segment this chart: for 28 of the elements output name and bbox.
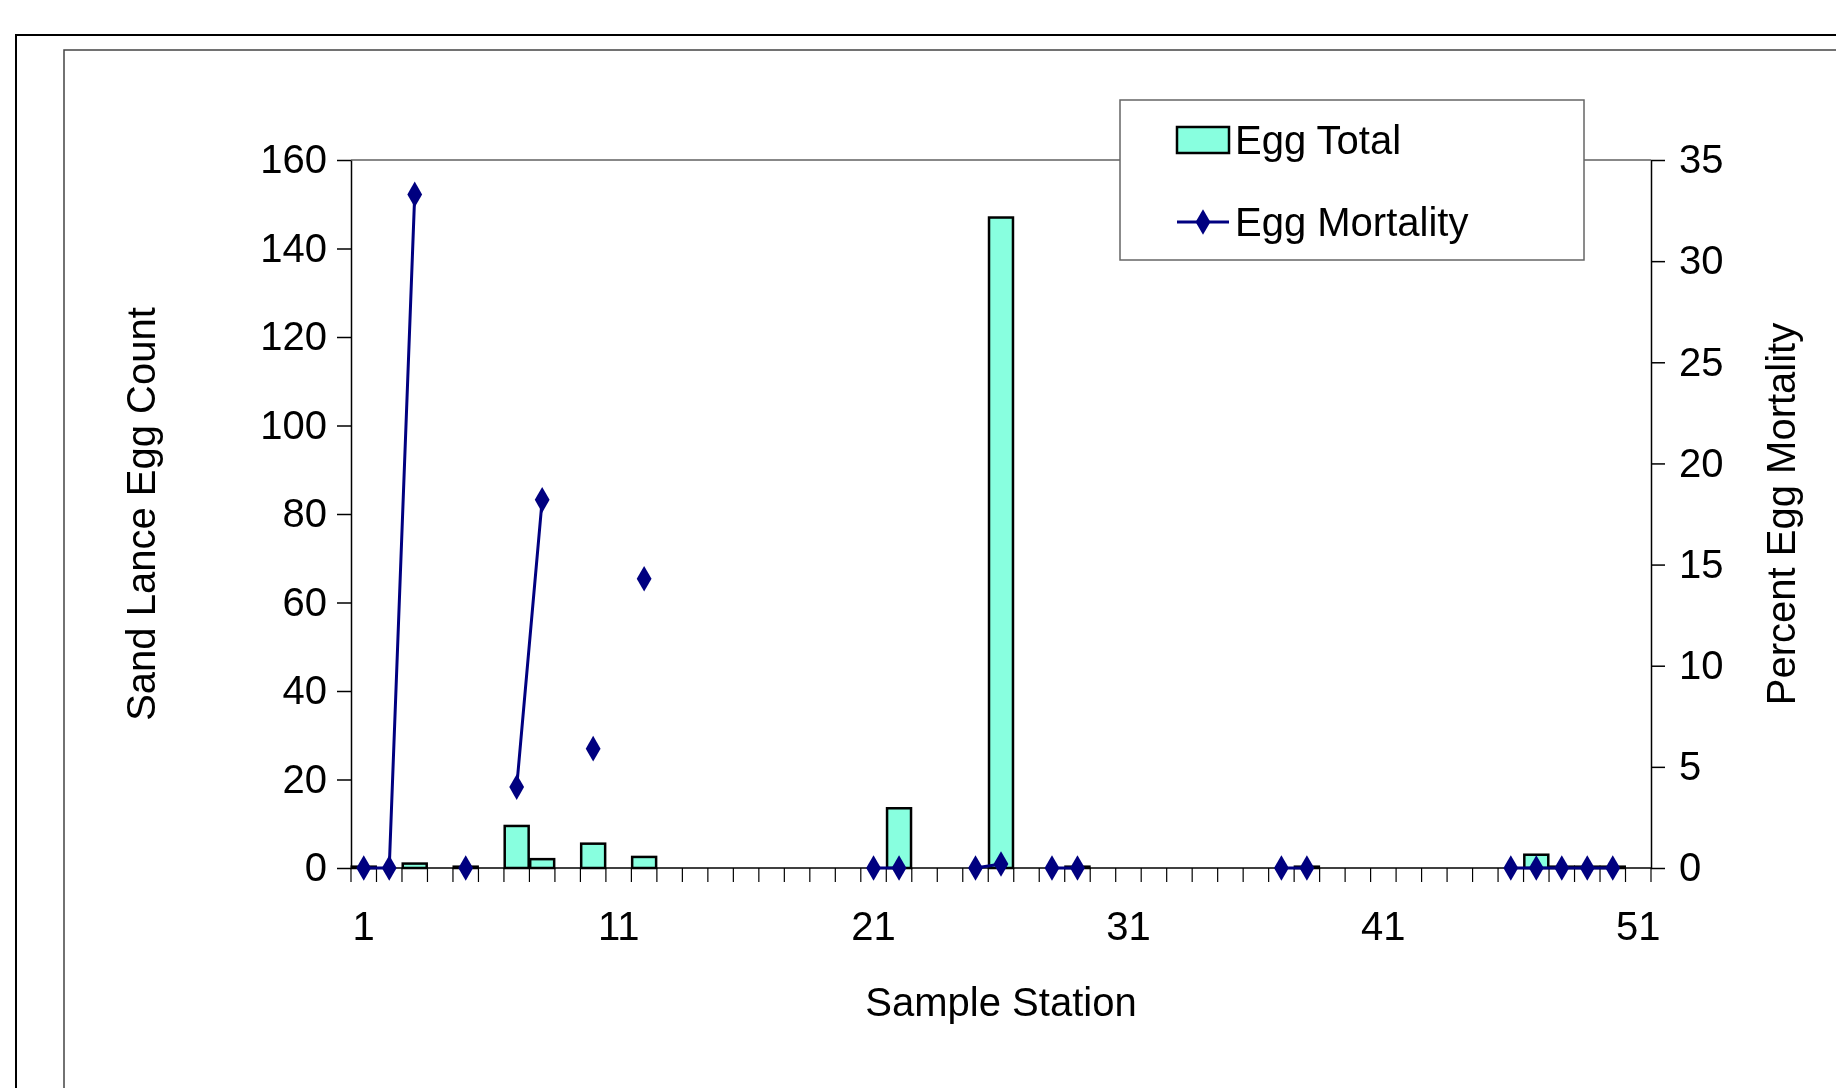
y2-tick-label: 20 [1679, 440, 1724, 485]
y-tick-label: 100 [260, 402, 327, 447]
y-tick-label: 20 [282, 756, 327, 801]
x-tick-label: 31 [1106, 904, 1151, 949]
y2-tick-label: 35 [1679, 137, 1724, 182]
y-tick-label: 60 [282, 579, 327, 624]
x-tick-label: 51 [1616, 904, 1661, 949]
legend-label: Egg Total [1235, 118, 1402, 162]
y2-tick-label: 5 [1679, 744, 1702, 789]
x-tick-label: 21 [851, 904, 896, 949]
x-tick-label: 1 [352, 904, 375, 949]
y2-tick-label: 25 [1679, 339, 1724, 384]
y-tick-label: 0 [304, 845, 327, 890]
legend-label: Egg Mortality [1235, 200, 1469, 244]
y2-tick-label: 10 [1679, 643, 1724, 688]
y-tick-label: 160 [260, 137, 327, 182]
y2-axis-title: Percent Egg Mortality [1759, 322, 1803, 706]
y2-tick-label: 15 [1679, 541, 1724, 586]
y-axis-title: Sand Lance Egg Count [119, 307, 163, 721]
x-tick-label: 11 [597, 904, 640, 949]
y2-tick-label: 30 [1679, 238, 1724, 283]
y-tick-label: 120 [260, 314, 327, 359]
x-tick-label: 41 [1361, 904, 1406, 949]
y2-tick-label: 0 [1679, 845, 1702, 890]
y-tick-label: 140 [260, 225, 327, 270]
y-tick-label: 40 [282, 668, 327, 713]
x-axis-title: Sample Station [865, 980, 1137, 1024]
y-tick-label: 80 [282, 491, 327, 536]
